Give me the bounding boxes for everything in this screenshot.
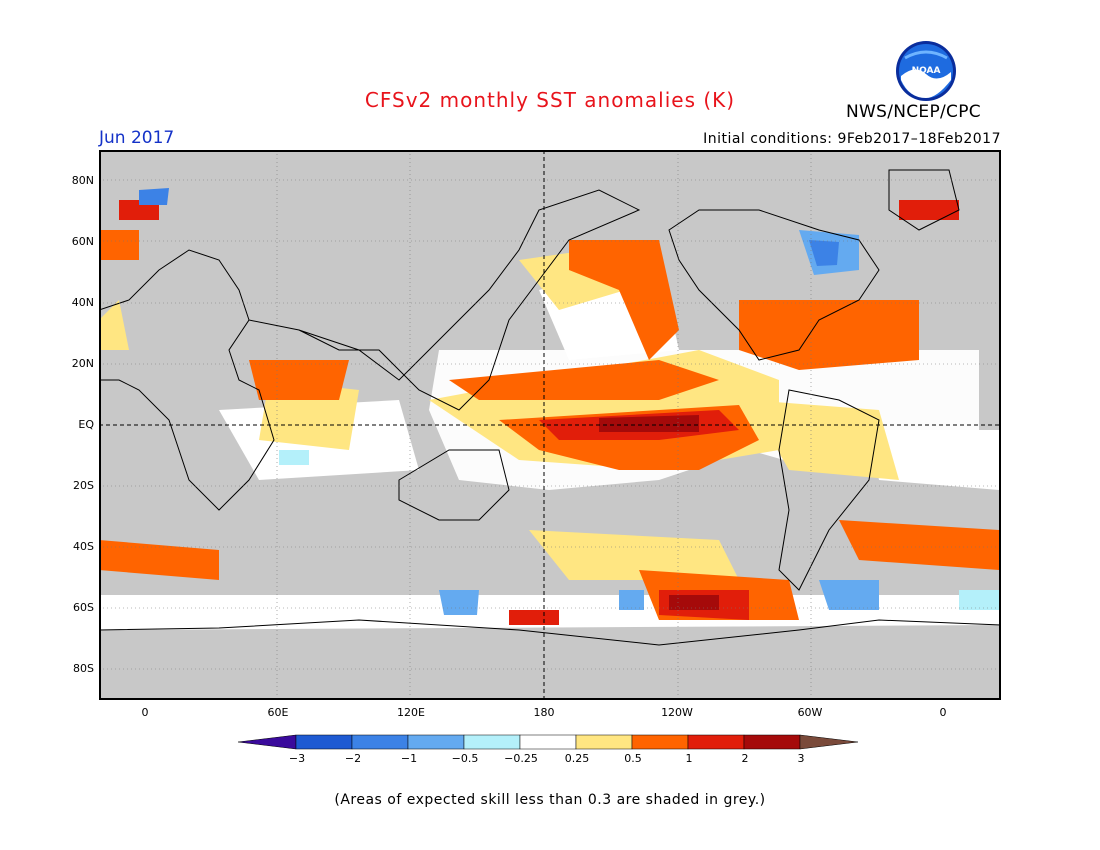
colorbar-cell [575,734,633,750]
colorbar-label: −2 [344,752,362,765]
lat-label: 20S [73,479,94,492]
skill-footnote: (Areas of expected skill less than 0.3 a… [334,792,766,808]
colorbar-label: −3 [288,752,306,765]
lat-label: 80N [71,174,94,187]
colorbar-label: −1 [400,752,418,765]
lon-label: 120E [397,706,425,719]
colorbar-label: 0.25 [564,752,590,765]
colorbar-cell [519,734,577,750]
colorbar-cell [295,734,353,750]
colorbar-cell [743,734,801,750]
agency-label: NWS/NCEP/CPC [846,102,981,122]
coastlines [99,169,1001,646]
colorbar-cell [631,734,689,750]
colorbar-label: 2 [741,752,749,765]
colorbar-cell [463,734,521,750]
colorbar-cell [351,734,409,750]
colorbar [238,734,859,750]
colorbar-arrow-high [799,734,859,750]
forecast-period: Jun 2017 [99,128,175,148]
lon-label: 60W [797,706,823,719]
colorbar-arrow-low [238,734,297,750]
lat-label: 20N [71,357,94,370]
colorbar-cell [687,734,745,750]
lat-label: 80S [73,662,94,675]
lon-label: 180 [533,706,555,719]
colorbar-label: −0.5 [451,752,479,765]
colorbar-label: −0.25 [504,752,538,765]
colorbar-label: 1 [685,752,693,765]
colorbar-label: 3 [797,752,805,765]
initial-conditions: Initial conditions: 9Feb2017–18Feb2017 [703,131,1001,147]
lon-label: 0 [939,706,947,719]
sst-anomaly-map [99,150,1001,700]
svg-text:NOAA: NOAA [912,66,941,76]
lon-label: 0 [141,706,149,719]
colorbar-label: 0.5 [624,752,642,765]
anomaly-field [99,188,1001,630]
lat-label: 60S [73,601,94,614]
noaa-logo-icon: NOAA [896,41,956,101]
lat-label: EQ [78,418,94,431]
lat-label: 40S [73,540,94,553]
chart-title: CFSv2 monthly SST anomalies (K) [364,88,736,112]
lon-label: 120W [661,706,693,719]
colorbar-cell [407,734,465,750]
colorbar-cells [238,734,859,750]
lon-label: 60E [267,706,289,719]
lat-label: 60N [71,235,94,248]
lat-label: 40N [71,296,94,309]
